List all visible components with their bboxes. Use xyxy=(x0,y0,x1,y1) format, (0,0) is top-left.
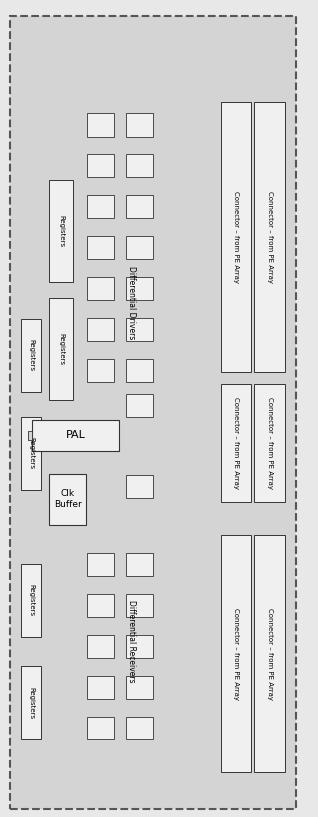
Text: Registers: Registers xyxy=(28,686,34,719)
Bar xyxy=(87,318,114,341)
Bar xyxy=(254,535,285,772)
Bar xyxy=(126,277,153,300)
Bar xyxy=(126,113,153,137)
Bar xyxy=(87,359,114,382)
Text: Registers: Registers xyxy=(28,584,34,617)
Text: Connector – from PE Array: Connector – from PE Array xyxy=(233,191,239,283)
Bar xyxy=(87,154,114,177)
Bar xyxy=(221,535,251,772)
Text: Differential Drivers: Differential Drivers xyxy=(128,266,136,339)
Bar xyxy=(221,102,251,372)
Bar xyxy=(87,195,114,218)
Bar xyxy=(21,666,41,739)
Text: Connector – from PE Array: Connector – from PE Array xyxy=(233,397,239,489)
Bar xyxy=(254,384,285,502)
Bar xyxy=(126,394,153,417)
Bar xyxy=(87,553,114,576)
Bar xyxy=(49,474,86,525)
Bar xyxy=(49,180,73,282)
Bar xyxy=(21,319,41,392)
Bar xyxy=(126,553,153,576)
Text: Connector – from PE Array: Connector – from PE Array xyxy=(266,608,273,699)
Bar xyxy=(126,717,153,739)
Bar xyxy=(49,298,73,400)
Text: Connector – from PE Array: Connector – from PE Array xyxy=(233,608,239,699)
Text: Clk
Buffer: Clk Buffer xyxy=(54,489,81,509)
Bar xyxy=(32,420,119,451)
Bar xyxy=(87,236,114,259)
Text: Registers: Registers xyxy=(28,339,34,372)
Bar xyxy=(126,195,153,218)
Text: Connector – from PE Array: Connector – from PE Array xyxy=(266,397,273,489)
Bar xyxy=(28,431,32,440)
Text: Differential Receivers: Differential Receivers xyxy=(128,600,136,683)
Bar xyxy=(126,475,153,498)
Bar xyxy=(87,277,114,300)
Text: Registers: Registers xyxy=(28,437,34,470)
Bar xyxy=(87,594,114,617)
Bar xyxy=(126,635,153,658)
Text: PAL: PAL xyxy=(66,431,86,440)
Text: Connector – from PE Array: Connector – from PE Array xyxy=(266,191,273,283)
Text: Registers: Registers xyxy=(58,215,64,247)
Bar xyxy=(126,594,153,617)
Bar xyxy=(126,676,153,699)
Text: Registers: Registers xyxy=(58,333,64,365)
Bar xyxy=(87,676,114,699)
Bar xyxy=(87,113,114,137)
Bar xyxy=(21,564,41,637)
Bar xyxy=(126,236,153,259)
Bar xyxy=(87,635,114,658)
Bar xyxy=(21,417,41,490)
Bar xyxy=(126,154,153,177)
Bar xyxy=(126,359,153,382)
Bar xyxy=(221,384,251,502)
Bar xyxy=(87,717,114,739)
Bar xyxy=(254,102,285,372)
Bar xyxy=(126,318,153,341)
